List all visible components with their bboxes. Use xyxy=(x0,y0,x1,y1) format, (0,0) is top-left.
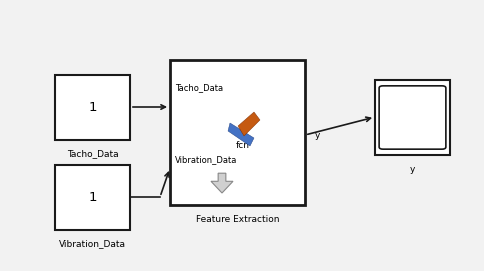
Text: Feature Extraction: Feature Extraction xyxy=(196,215,279,224)
Polygon shape xyxy=(238,112,260,136)
Bar xyxy=(55,165,130,230)
FancyBboxPatch shape xyxy=(379,86,446,149)
Text: Tacho_Data: Tacho_Data xyxy=(67,150,118,159)
Bar xyxy=(375,80,450,155)
Bar xyxy=(55,75,130,140)
Text: fcn: fcn xyxy=(236,140,249,150)
Polygon shape xyxy=(228,123,254,146)
Polygon shape xyxy=(211,173,233,193)
Text: 1: 1 xyxy=(88,101,97,114)
Text: 1: 1 xyxy=(88,191,97,204)
Text: y: y xyxy=(314,131,320,140)
Text: y: y xyxy=(410,164,415,173)
Bar xyxy=(170,60,305,205)
Text: Vibration_Data: Vibration_Data xyxy=(175,156,237,164)
Text: Tacho_Data: Tacho_Data xyxy=(175,83,223,92)
Text: Vibration_Data: Vibration_Data xyxy=(59,240,126,249)
